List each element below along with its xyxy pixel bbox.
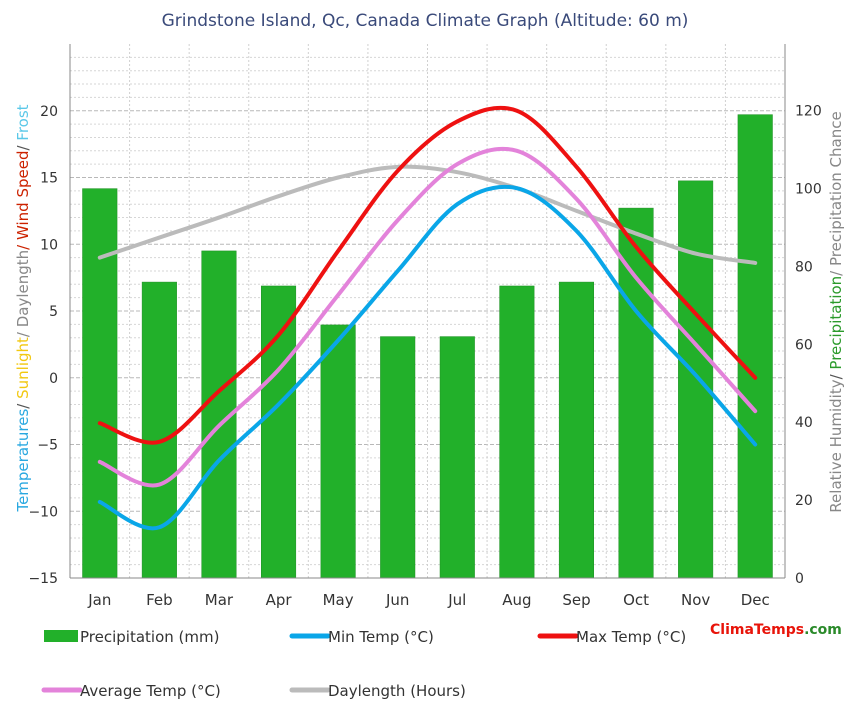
x-tick-label: Nov bbox=[681, 591, 710, 609]
x-tick-label: Mar bbox=[205, 591, 234, 609]
axis-label-part: / Wind Speed bbox=[14, 151, 32, 250]
axis-label-part: Temperatures bbox=[14, 409, 32, 513]
legend-label-precipitation-mm: Precipitation (mm) bbox=[80, 628, 219, 646]
brand-part-temps: Temps bbox=[754, 622, 804, 638]
axis-label-part: Relative Humidity bbox=[827, 379, 845, 512]
axis-label-part: Sunlight bbox=[14, 337, 32, 399]
legend-label-max-temp-c: Max Temp (°C) bbox=[576, 628, 686, 646]
y-axis-left-label: Temperatures/ Sunlight/ Daylength/ Wind … bbox=[14, 104, 32, 512]
axis-label-part: Precipitation bbox=[827, 276, 845, 370]
chart-title: Grindstone Island, Qc, Canada Climate Gr… bbox=[162, 11, 689, 31]
x-tick-label: Jan bbox=[87, 591, 111, 609]
precipitation-bar-jan bbox=[82, 188, 118, 579]
precipitation-bar-dec bbox=[737, 114, 773, 579]
x-tick-label: Jul bbox=[447, 591, 466, 609]
precipitation-bar-jun bbox=[380, 336, 416, 579]
daylength-hours-line bbox=[97, 164, 758, 265]
axis-label-part: / Daylength bbox=[14, 250, 32, 337]
y-left-tick-label: −15 bbox=[28, 571, 58, 587]
precipitation-bar-sep bbox=[558, 281, 594, 579]
precipitation-bar-apr bbox=[261, 285, 297, 579]
y-right-tick-label: 120 bbox=[795, 104, 822, 120]
legend-label-daylength-hours: Daylength (Hours) bbox=[328, 682, 466, 700]
legend-swatch-precipitation-mm bbox=[44, 630, 78, 642]
x-tick-label: Aug bbox=[502, 591, 531, 609]
legend-label-min-temp-c: Min Temp (°C) bbox=[328, 628, 434, 646]
precipitation-bar-nov bbox=[678, 180, 714, 579]
y-left-tick-label: 15 bbox=[40, 171, 58, 187]
x-tick-label: May bbox=[323, 591, 354, 609]
y-left-tick-label: 10 bbox=[40, 237, 58, 253]
precipitation-bar-jul bbox=[439, 336, 475, 579]
axis-label-part: / bbox=[827, 370, 845, 380]
y-left-tick-label: 0 bbox=[49, 371, 58, 387]
precipitation-bar-feb bbox=[141, 281, 177, 579]
y-axis-right-label: Relative Humidity/ Precipitation/ Precip… bbox=[827, 111, 845, 512]
axis-label-part: Frost bbox=[14, 104, 32, 140]
axis-label-part: / bbox=[14, 141, 32, 151]
average-temp-c-line bbox=[97, 146, 758, 488]
axis-label-part: / bbox=[14, 399, 32, 409]
x-tick-label: Jun bbox=[385, 591, 409, 609]
precipitation-bar-aug bbox=[499, 285, 535, 579]
x-tick-label: Dec bbox=[741, 591, 770, 609]
x-tick-label: Feb bbox=[146, 591, 173, 609]
max-temp-c-line bbox=[97, 105, 758, 445]
x-tick-label: Oct bbox=[623, 591, 649, 609]
precipitation-bar-may bbox=[320, 324, 356, 579]
climatemps-brand: ClimaTemps.com bbox=[710, 622, 842, 638]
legend-label-average-temp-c: Average Temp (°C) bbox=[80, 682, 221, 700]
brand-part-com: .com bbox=[804, 622, 842, 638]
brand-part-clima: Clima bbox=[710, 622, 754, 638]
x-tick-label: Apr bbox=[266, 591, 293, 609]
y-left-tick-label: 20 bbox=[40, 104, 58, 120]
y-left-tick-label: −5 bbox=[37, 438, 58, 454]
y-right-tick-label: 0 bbox=[795, 571, 804, 587]
y-left-tick-label: 5 bbox=[49, 304, 58, 320]
y-right-tick-label: 100 bbox=[795, 182, 822, 198]
y-right-tick-label: 60 bbox=[795, 337, 813, 353]
x-tick-label: Sep bbox=[562, 591, 590, 609]
y-right-tick-label: 40 bbox=[795, 415, 813, 431]
y-right-tick-label: 20 bbox=[795, 493, 813, 509]
axis-label-part: / Precipitation Chance bbox=[827, 111, 845, 276]
precipitation-bar-oct bbox=[618, 207, 654, 579]
y-right-tick-label: 80 bbox=[795, 259, 813, 275]
min-temp-c-line bbox=[97, 184, 758, 531]
y-left-tick-label: −10 bbox=[28, 504, 58, 520]
